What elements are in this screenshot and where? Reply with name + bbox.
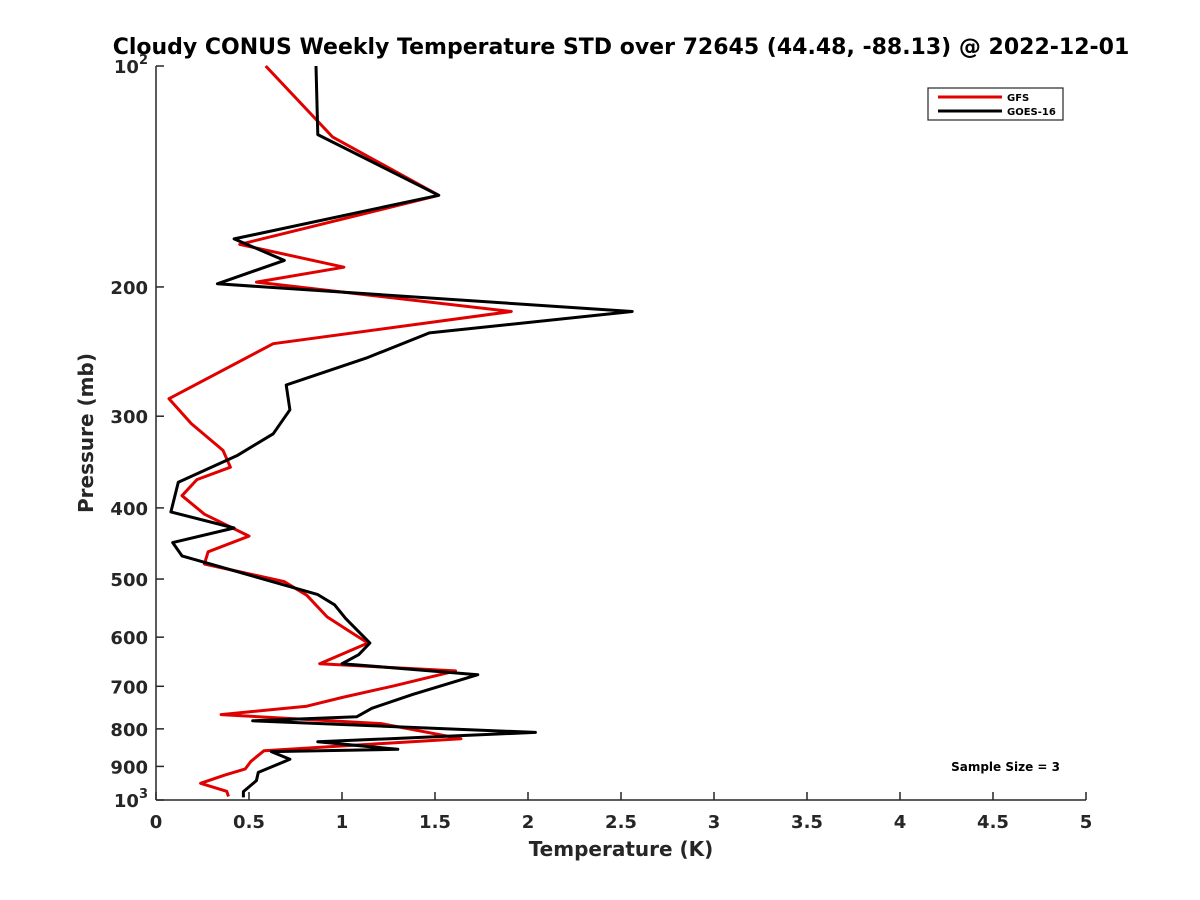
x-tick-label: 0 <box>150 812 163 833</box>
x-tick-label: 5 <box>1080 812 1093 833</box>
y-tick-label: 300 <box>110 407 148 428</box>
x-tick-label: 3.5 <box>791 812 823 833</box>
y-tick-label: 200 <box>110 278 148 299</box>
y-tick-label: 400 <box>110 499 148 520</box>
legend: GFS GOES-16 <box>927 87 1064 121</box>
legend-label: GFS <box>1007 93 1029 104</box>
y-tick-label: 700 <box>110 677 148 698</box>
y-tick-label: 500 <box>110 570 148 591</box>
x-tick-label: 2.5 <box>605 812 637 833</box>
sample-size-annotation: Sample Size = 3 <box>951 760 1060 774</box>
plot-area: 0 0.5 1 1.5 2 2.5 3 3.5 4 4.5 5 102 200 300 400 500 600 7… <box>110 53 1092 833</box>
series-line-gfs <box>167 64 513 797</box>
x-tick-label: 4 <box>894 812 907 833</box>
y-tick-label: 600 <box>110 628 148 649</box>
x-tick-label: 3 <box>708 812 721 833</box>
y-tick-label: 800 <box>110 720 148 741</box>
series-line-goes-16 <box>169 65 634 798</box>
x-tick-label: 2 <box>522 812 535 833</box>
x-axis-label: Temperature (K) <box>529 837 714 861</box>
y-axis-label: Pressure (mb) <box>74 353 98 513</box>
x-tick-label: 4.5 <box>977 812 1009 833</box>
y-tick-label: 102 <box>114 53 148 78</box>
y-tick-label: 900 <box>110 757 148 778</box>
x-tick-label: 1 <box>336 812 349 833</box>
x-tick-label: 0.5 <box>233 812 265 833</box>
legend-label: GOES-16 <box>1007 107 1056 118</box>
y-tick-label: 103 <box>114 787 148 812</box>
chart-title: Cloudy CONUS Weekly Temperature STD over… <box>113 35 1130 60</box>
legend-box <box>927 87 1064 121</box>
x-tick-label: 1.5 <box>419 812 451 833</box>
